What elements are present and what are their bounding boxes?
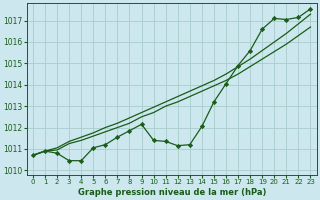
- X-axis label: Graphe pression niveau de la mer (hPa): Graphe pression niveau de la mer (hPa): [77, 188, 266, 197]
